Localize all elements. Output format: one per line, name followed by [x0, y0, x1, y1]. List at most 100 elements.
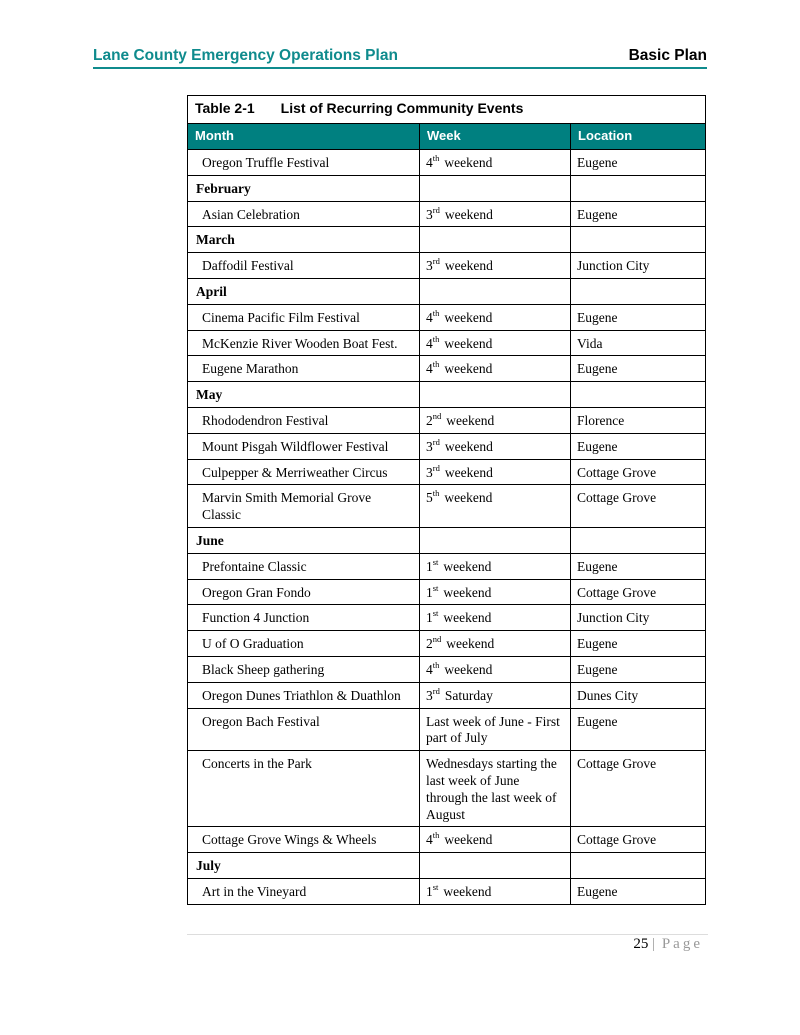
week-number: 1 — [426, 883, 433, 899]
location-cell: Cottage Grove — [570, 458, 706, 486]
month-row: March — [187, 226, 706, 254]
event-row: Marvin Smith Memorial Grove Classic 5th we… — [187, 484, 706, 528]
event-cell: Oregon Dunes Triathlon & Duathlon — [187, 681, 420, 709]
event-cell: Black Sheep gathering — [187, 655, 420, 683]
week-ordinal-suffix: th — [432, 153, 440, 163]
event-name: Mount Pisgah Wildflower Festival — [202, 438, 389, 454]
week-number: 3 — [426, 206, 433, 222]
location-name: Eugene — [577, 155, 618, 170]
location-cell: Eugene — [570, 355, 706, 383]
location-name: Cottage Grove — [577, 832, 657, 848]
week-number: 2 — [426, 636, 433, 652]
location-cell: Cottage Grove — [570, 578, 706, 606]
week-ordinal-suffix: st — [432, 881, 439, 892]
month-cell: February — [187, 174, 420, 202]
event-row: Concerts in the Park Wednesdays starting … — [187, 750, 706, 828]
location-cell: Eugene — [570, 149, 706, 176]
location-cell: Dunes City — [570, 681, 706, 709]
event-cell: Art in the Vineyard — [187, 877, 420, 905]
week-cell: 4th weekend — [419, 826, 571, 854]
location-name: Vida — [577, 335, 603, 351]
month-label: February — [196, 180, 251, 196]
event-name: U of O Graduation — [202, 636, 304, 652]
week-text: Saturday — [444, 687, 493, 703]
table-title: List of Recurring Community Events — [280, 100, 524, 116]
event-row: Prefontaine Classic 1st weekend Eugene — [187, 552, 706, 580]
week-ordinal-suffix: th — [432, 659, 440, 670]
event-cell: Cottage Grove Wings & Wheels — [187, 826, 420, 854]
page-number: 25 — [633, 936, 649, 952]
location-name: Cottage Grove — [577, 584, 657, 600]
week-text: weekend — [444, 438, 493, 454]
location-cell: Cottage Grove — [570, 484, 706, 528]
week-cell: 4th weekend — [419, 149, 571, 176]
week-text: Last week of June - First part of July — [426, 713, 560, 746]
page-footer: 25 | Page — [633, 936, 703, 953]
event-row: Cinema Pacific Film Festival 4th weekend Eu… — [187, 303, 706, 331]
event-row: Cottage Grove Wings & Wheels 4th weekend Co… — [187, 826, 706, 854]
week-cell: 2nd weekend — [419, 406, 571, 434]
event-row: Oregon Gran Fondo 1st weekend Cottage Grove — [187, 578, 706, 606]
week-cell: Last week of June - First part of July — [419, 707, 571, 752]
week-number: 2 — [426, 412, 433, 428]
event-cell: Eugene Marathon — [187, 355, 420, 383]
week-cell — [419, 277, 571, 305]
event-name: Prefontaine Classic — [202, 558, 307, 574]
location-name: Eugene — [577, 438, 618, 454]
week-text: weekend — [444, 361, 493, 377]
document-title: Lane County Emergency Operations Plan — [93, 47, 398, 64]
event-cell: Prefontaine Classic — [187, 552, 420, 580]
event-row: McKenzie River Wooden Boat Fest. 4th weeke… — [187, 329, 706, 357]
week-cell: Wednesdays starting the last week of Jun… — [419, 750, 571, 828]
location-name: Eugene — [577, 206, 618, 222]
week-text: weekend — [443, 584, 492, 600]
location-cell: Eugene — [570, 655, 706, 683]
page-header: Lane County Emergency Operations Plan Ba… — [93, 47, 707, 69]
week-cell: 1st weekend — [419, 578, 571, 606]
month-label: April — [196, 283, 227, 299]
location-cell — [570, 381, 706, 408]
week-cell: 3rd weekend — [419, 432, 571, 460]
event-name: Culpepper & Merriweather Circus — [202, 464, 388, 480]
event-cell: Function 4 Junction — [187, 604, 420, 632]
location-cell — [570, 226, 706, 254]
location-cell: Eugene — [570, 200, 706, 228]
event-name: Asian Celebration — [202, 206, 300, 222]
location-cell: Eugene — [570, 303, 706, 331]
event-name: Concerts in the Park — [202, 756, 312, 772]
event-name: Black Sheep gathering — [202, 661, 325, 677]
column-header-month: Month — [187, 123, 420, 150]
event-row: Eugene Marathon 4th weekend Eugene — [187, 355, 706, 383]
week-text: weekend — [444, 661, 493, 677]
month-row: June — [187, 526, 706, 554]
table-header-row: Month Week Location — [187, 123, 706, 150]
week-ordinal-suffix: rd — [432, 436, 440, 447]
week-number: 1 — [426, 610, 433, 626]
table-caption: Table 2-1 List of Recurring Community Eve… — [187, 95, 706, 124]
location-name: Junction City — [577, 610, 650, 626]
footer-divider — [187, 934, 708, 935]
week-number: 4 — [426, 309, 433, 325]
month-cell: May — [187, 381, 420, 408]
column-header-week: Week — [419, 123, 571, 150]
month-label: July — [196, 858, 221, 874]
event-name: Function 4 Junction — [202, 610, 310, 626]
event-row: Mount Pisgah Wildflower Festival 3rd weeke… — [187, 432, 706, 460]
event-row: Asian Celebration 3rd weekend Eugene — [187, 200, 706, 228]
week-number: 4 — [426, 335, 433, 351]
location-cell: Eugene — [570, 432, 706, 460]
event-name: Eugene Marathon — [202, 361, 299, 377]
week-text: weekend — [443, 883, 492, 899]
week-text: weekend — [444, 832, 493, 848]
event-cell: Oregon Gran Fondo — [187, 578, 420, 606]
event-cell: Daffodil Festival — [187, 252, 420, 279]
event-cell: Oregon Truffle Festival — [187, 149, 420, 176]
week-ordinal-suffix: nd — [432, 410, 442, 421]
week-text: weekend — [443, 558, 492, 574]
week-number: 4 — [426, 661, 433, 677]
event-row: Culpepper & Merriweather Circus 3rd weeken… — [187, 458, 706, 486]
location-name: Cottage Grove — [577, 464, 657, 480]
event-cell: Mount Pisgah Wildflower Festival — [187, 432, 420, 460]
location-name: Eugene — [577, 361, 618, 377]
week-text: weekend — [444, 464, 493, 480]
